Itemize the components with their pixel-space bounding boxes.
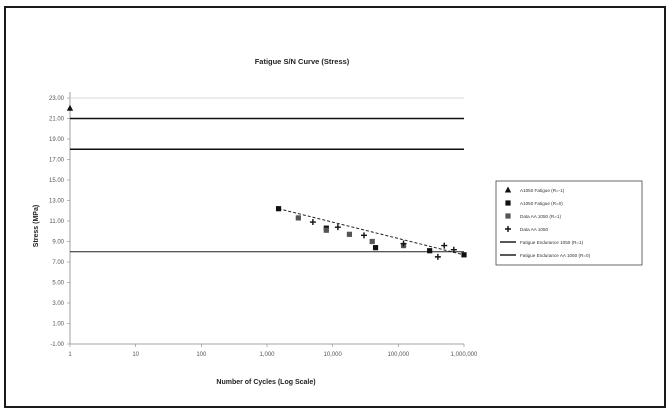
legend-label: Fatigue Endurance AA 1050 (R=0) bbox=[520, 253, 591, 258]
series bbox=[66, 97, 467, 260]
x-tick-label: 1,000 bbox=[259, 352, 275, 358]
y-tick-label: 13.00 bbox=[49, 199, 65, 205]
y-tick-label: 15.00 bbox=[49, 178, 65, 184]
legend-label: A1050 Fatigue (R=0) bbox=[520, 201, 563, 206]
y-tick-label: -1.00 bbox=[50, 342, 64, 348]
x-tick-label: 100 bbox=[196, 352, 207, 358]
legend-swatch bbox=[505, 200, 511, 206]
x-axis-title: Number of Cycles (Log Scale) bbox=[216, 379, 315, 386]
trend-line bbox=[278, 208, 465, 256]
data-point-3 bbox=[400, 240, 407, 247]
y-tick-label: 11.00 bbox=[49, 219, 64, 225]
y-tick-label: 17.00 bbox=[49, 158, 65, 164]
legend-label: A1050 Fatigue (R=-1) bbox=[520, 188, 565, 193]
x-tick-labels: 1 10 100 1,000 10,000 100,000 1,000,000 bbox=[68, 344, 478, 358]
legend-swatch bbox=[505, 226, 511, 232]
x-tick-label: 1 bbox=[68, 352, 72, 358]
data-point-1 bbox=[427, 248, 433, 254]
data-point-1 bbox=[372, 245, 379, 251]
legend-box bbox=[495, 180, 643, 266]
data-point-2 bbox=[323, 227, 329, 233]
data-point-2 bbox=[295, 215, 301, 221]
y-tick-label: 23.00 bbox=[49, 96, 65, 102]
y-axis-title: Stress (MPa) bbox=[33, 205, 40, 247]
data-point-3 bbox=[360, 232, 367, 239]
data-point-2 bbox=[369, 238, 375, 245]
data-point-2 bbox=[346, 231, 353, 237]
y-tick-label: 1.00 bbox=[52, 322, 64, 328]
x-tick-label: 10,000 bbox=[323, 352, 342, 358]
data-point-3 bbox=[334, 224, 341, 231]
y-tick-label: 19.00 bbox=[49, 137, 65, 143]
data-point-3 bbox=[309, 219, 316, 226]
legend-swatch bbox=[505, 213, 511, 219]
legend-label: Data AA 1050 (R=1) bbox=[520, 214, 561, 219]
legend-label: Data AA 1050 bbox=[520, 227, 549, 232]
y-tick-label: 7.00 bbox=[52, 260, 64, 266]
data-point-1 bbox=[461, 252, 467, 258]
data-point-3 bbox=[450, 246, 457, 253]
y-tick-label: 21.00 bbox=[49, 117, 65, 123]
axes bbox=[69, 92, 464, 345]
legend-label: Fatigue Endurance 1050 (R=1) bbox=[520, 240, 584, 245]
x-tick-label: 1,000,000 bbox=[451, 352, 478, 358]
data-point-3 bbox=[434, 253, 441, 260]
x-tick-label: 100,000 bbox=[387, 352, 409, 358]
legend-swatch bbox=[504, 186, 512, 193]
data-point-1 bbox=[275, 206, 282, 212]
data-point-0 bbox=[66, 104, 74, 111]
y-tick-label: 5.00 bbox=[52, 281, 64, 287]
y-tick-label: 9.00 bbox=[52, 240, 64, 246]
data-point-3 bbox=[441, 242, 448, 249]
x-tick-label: 10 bbox=[132, 352, 139, 358]
y-tick-labels: -1.00 1.00 3.00 5.00 7.00 9.00 11.00 13.00 15.00… bbox=[49, 96, 70, 348]
y-tick-label: 3.00 bbox=[52, 301, 64, 307]
chart-title: Fatigue S/N Curve (Stress) bbox=[255, 57, 350, 66]
legend: A1050 Fatigue (R=-1) A1050 Fatigue (R=0) D… bbox=[495, 180, 643, 266]
